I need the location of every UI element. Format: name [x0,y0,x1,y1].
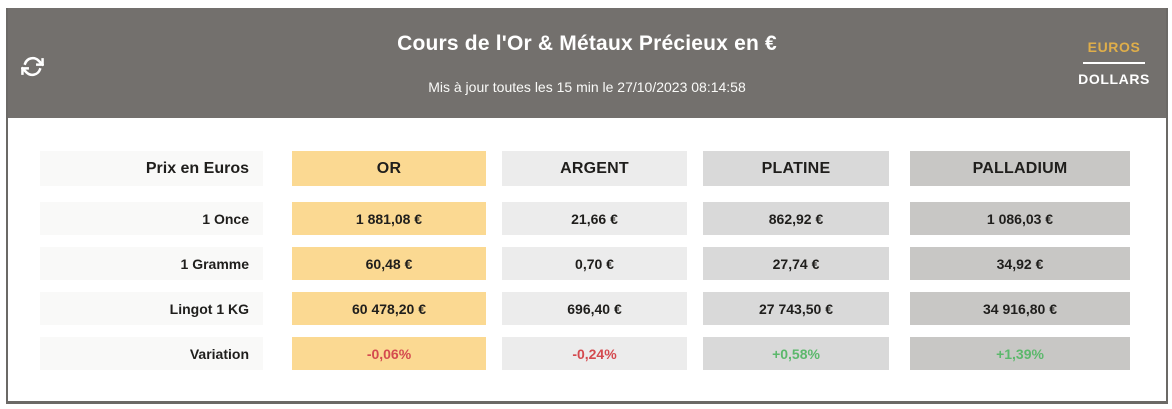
table-corner-label: Prix en Euros [40,151,263,186]
variation-palladium: +1,39% [910,337,1130,370]
widget-header: Cours de l'Or & Métaux Précieux en € Mis… [8,8,1166,118]
column-header-or: OR [292,151,486,186]
refresh-button[interactable] [19,53,45,79]
variation-or: -0,06% [292,337,486,370]
value-once-platine: 862,92 € [703,202,889,235]
value-lingot-or: 60 478,20 € [292,292,486,325]
column-header-palladium: PALLADIUM [910,151,1130,186]
column-header-argent: ARGENT [502,151,687,186]
currency-dollars-button[interactable]: DOLLARS [1078,71,1150,87]
variation-argent: -0,24% [502,337,687,370]
page-title: Cours de l'Or & Métaux Précieux en € [397,32,777,55]
value-once-palladium: 1 086,03 € [910,202,1130,235]
value-once-argent: 21,66 € [502,202,687,235]
row-label-variation: Variation [40,337,263,370]
value-lingot-argent: 696,40 € [502,292,687,325]
currency-euros-button[interactable]: EUROS [1082,39,1146,64]
value-gramme-palladium: 34,92 € [910,247,1130,280]
value-gramme-argent: 0,70 € [502,247,687,280]
row-label-gramme: 1 Gramme [40,247,263,280]
row-label-lingot: Lingot 1 KG [40,292,263,325]
value-lingot-platine: 27 743,50 € [703,292,889,325]
currency-toggle: EUROS DOLLARS [1076,39,1152,87]
value-gramme-or: 60,48 € [292,247,486,280]
column-header-platine: PLATINE [703,151,889,186]
last-updated-text: Mis à jour toutes les 15 min le 27/10/20… [428,79,746,95]
variation-platine: +0,58% [703,337,889,370]
price-table: Prix en Euros OR ARGENT PLATINE PALLADIU… [40,151,1130,370]
value-lingot-palladium: 34 916,80 € [910,292,1130,325]
refresh-icon [20,55,44,78]
metal-prices-widget: Cours de l'Or & Métaux Précieux en € Mis… [6,8,1168,404]
row-label-once: 1 Once [40,202,263,235]
value-gramme-platine: 27,74 € [703,247,889,280]
value-once-or: 1 881,08 € [292,202,486,235]
